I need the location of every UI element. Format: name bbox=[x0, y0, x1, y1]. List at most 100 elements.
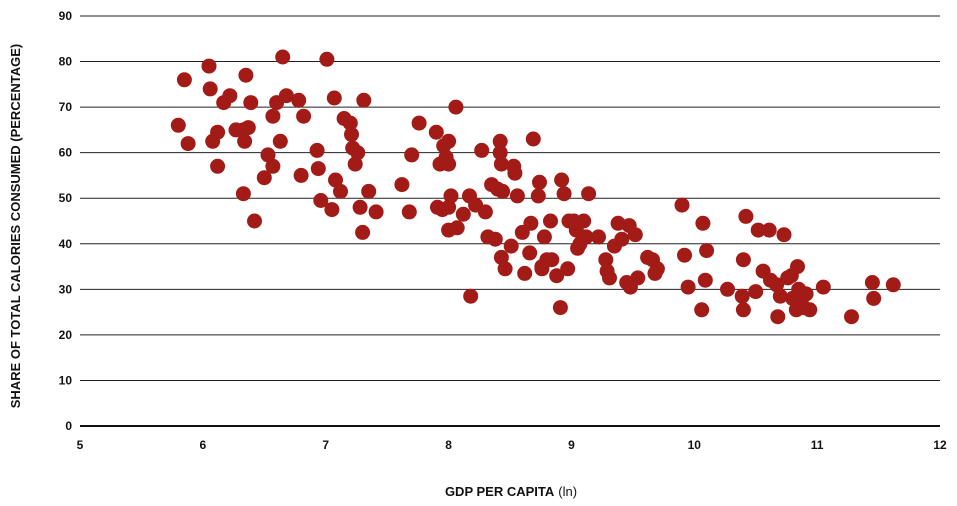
data-point bbox=[503, 238, 519, 254]
data-point bbox=[222, 88, 238, 104]
data-point bbox=[324, 202, 340, 218]
data-point bbox=[347, 156, 363, 172]
x-tick-label: 9 bbox=[568, 438, 575, 452]
data-point bbox=[734, 288, 750, 304]
data-point bbox=[176, 72, 192, 88]
data-point bbox=[235, 186, 251, 202]
data-point bbox=[493, 249, 509, 265]
data-point bbox=[310, 161, 326, 177]
y-tick-label: 40 bbox=[59, 237, 73, 251]
data-point bbox=[401, 204, 417, 220]
data-point bbox=[532, 174, 547, 190]
data-points bbox=[170, 49, 901, 325]
data-point bbox=[355, 224, 371, 240]
data-point bbox=[507, 165, 523, 181]
data-point bbox=[769, 277, 785, 293]
data-point bbox=[866, 290, 882, 306]
data-point bbox=[356, 92, 372, 108]
data-point bbox=[361, 183, 377, 199]
x-tick-label: 8 bbox=[445, 438, 452, 452]
data-point bbox=[649, 261, 665, 277]
data-point bbox=[477, 204, 493, 220]
data-point bbox=[170, 117, 186, 133]
y-tick-label: 50 bbox=[59, 191, 73, 205]
data-point bbox=[560, 261, 576, 277]
data-point bbox=[313, 193, 329, 208]
data-point bbox=[680, 279, 696, 295]
data-point bbox=[411, 115, 427, 131]
y-tick-label: 10 bbox=[59, 373, 73, 387]
data-point bbox=[492, 145, 508, 161]
y-tick-label: 20 bbox=[59, 328, 73, 342]
data-point bbox=[487, 231, 503, 247]
data-point bbox=[697, 272, 713, 288]
data-point bbox=[798, 286, 814, 302]
data-point bbox=[202, 81, 218, 97]
y-tick-labels: 0 10 20 30 40 50 60 70 80 90 bbox=[59, 9, 73, 433]
data-point bbox=[449, 220, 465, 236]
data-point bbox=[602, 270, 617, 286]
data-point bbox=[815, 279, 831, 295]
data-point bbox=[738, 208, 754, 224]
data-point bbox=[441, 199, 457, 215]
data-point bbox=[552, 300, 568, 316]
data-point bbox=[790, 259, 805, 275]
data-point bbox=[536, 229, 552, 245]
x-tick-label: 10 bbox=[688, 438, 702, 452]
x-axis-title-unit: (ln) bbox=[558, 484, 577, 499]
data-point bbox=[699, 243, 715, 259]
data-point bbox=[581, 186, 597, 202]
data-point bbox=[735, 302, 751, 318]
data-point bbox=[243, 95, 259, 111]
data-point bbox=[443, 188, 459, 204]
data-point bbox=[544, 252, 560, 268]
x-tick-labels: 5 6 7 8 9 10 11 12 bbox=[77, 438, 947, 452]
data-point bbox=[772, 288, 788, 304]
data-point bbox=[394, 177, 410, 193]
data-point bbox=[530, 188, 546, 204]
data-point bbox=[309, 142, 325, 158]
data-point bbox=[342, 115, 358, 131]
data-point bbox=[492, 133, 508, 149]
x-axis-title-main: GDP PER CAPITA bbox=[445, 484, 555, 499]
data-point bbox=[614, 231, 630, 247]
data-point bbox=[591, 229, 606, 245]
data-point bbox=[448, 99, 464, 115]
y-tick-label: 90 bbox=[59, 9, 73, 23]
data-point bbox=[495, 183, 511, 199]
data-point bbox=[522, 245, 538, 261]
data-point bbox=[576, 213, 592, 229]
x-tick-label: 5 bbox=[77, 438, 84, 452]
data-point bbox=[474, 142, 490, 158]
data-point bbox=[319, 51, 335, 67]
data-point bbox=[674, 197, 690, 213]
data-point bbox=[210, 158, 226, 174]
data-point bbox=[493, 156, 509, 172]
data-point bbox=[350, 145, 366, 161]
data-point bbox=[278, 88, 294, 104]
data-point bbox=[770, 309, 786, 325]
data-point bbox=[509, 188, 525, 204]
data-point bbox=[694, 302, 710, 318]
data-point bbox=[885, 277, 901, 293]
data-point bbox=[344, 126, 359, 142]
data-point bbox=[328, 172, 343, 188]
y-tick-label: 60 bbox=[59, 146, 73, 160]
data-point bbox=[441, 133, 457, 149]
data-point bbox=[463, 288, 479, 304]
data-point bbox=[748, 284, 764, 300]
y-tick-label: 70 bbox=[59, 100, 73, 114]
data-point bbox=[677, 247, 692, 263]
data-point bbox=[352, 199, 368, 215]
data-point bbox=[598, 252, 614, 268]
data-point bbox=[549, 268, 565, 284]
x-axis-title: GDP PER CAPITA (ln) bbox=[445, 484, 577, 499]
data-point bbox=[864, 275, 880, 290]
data-point bbox=[237, 133, 253, 149]
data-point bbox=[260, 147, 276, 163]
data-point bbox=[272, 133, 288, 149]
data-point bbox=[291, 92, 307, 108]
data-point bbox=[240, 120, 256, 136]
data-point bbox=[750, 222, 766, 238]
